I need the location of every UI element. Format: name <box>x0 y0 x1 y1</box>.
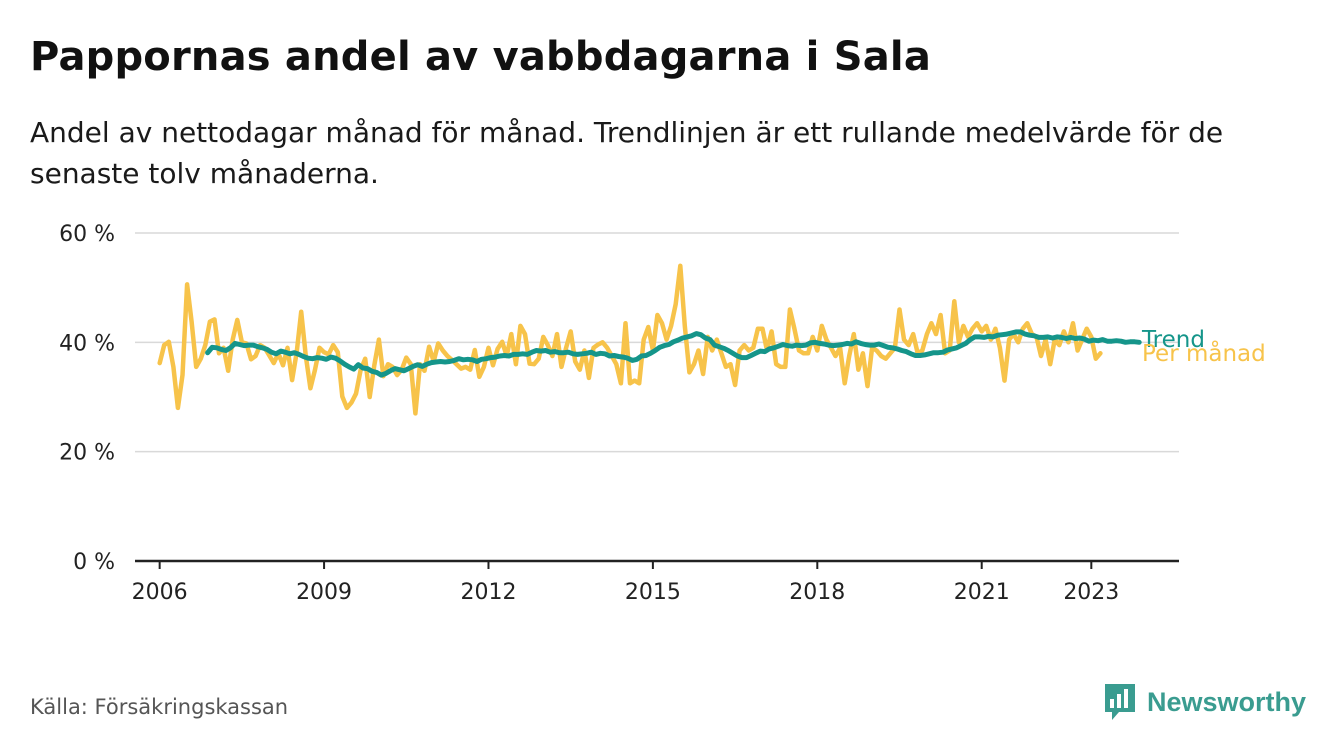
source-note: Källa: Försäkringskassan <box>30 695 289 719</box>
page-title: Pappornas andel av vabbdagarna i Sala <box>30 34 932 80</box>
newsworthy-chart-logo-icon <box>1105 684 1135 720</box>
x-axis-ticks: 2006 2009 2012 2015 2018 2021 2023 <box>132 561 1119 605</box>
y-tick-label: 0 % <box>73 550 115 575</box>
grid-lines <box>135 232 1179 453</box>
monthly-series-label: Per månad <box>1142 339 1266 367</box>
x-tick-label: 2018 <box>789 580 845 605</box>
newsworthy-logo: Newsworthy <box>1103 682 1306 722</box>
x-tick-label: 2021 <box>954 580 1010 605</box>
series-lines <box>157 263 1142 416</box>
monthly-line <box>157 263 1103 416</box>
y-tick-label: 40 % <box>59 331 115 356</box>
y-tick-label: 60 % <box>59 222 115 247</box>
chart-subtitle: Andel av nettodagar månad för månad. Tre… <box>30 116 1224 190</box>
x-tick-label: 2009 <box>296 580 352 605</box>
x-tick-label: 2012 <box>460 580 516 605</box>
brand-name: Newsworthy <box>1147 686 1307 717</box>
trend-series-label: Trend <box>1141 327 1205 353</box>
x-tick-label: 2006 <box>132 580 188 605</box>
x-tick-label: 2023 <box>1063 580 1119 605</box>
y-tick-label: 20 % <box>59 441 115 466</box>
y-axis-tick-labels: 0 % 20 % 40 % 60 % <box>59 222 115 575</box>
trend-line <box>205 329 1142 378</box>
x-tick-label: 2015 <box>625 580 681 605</box>
